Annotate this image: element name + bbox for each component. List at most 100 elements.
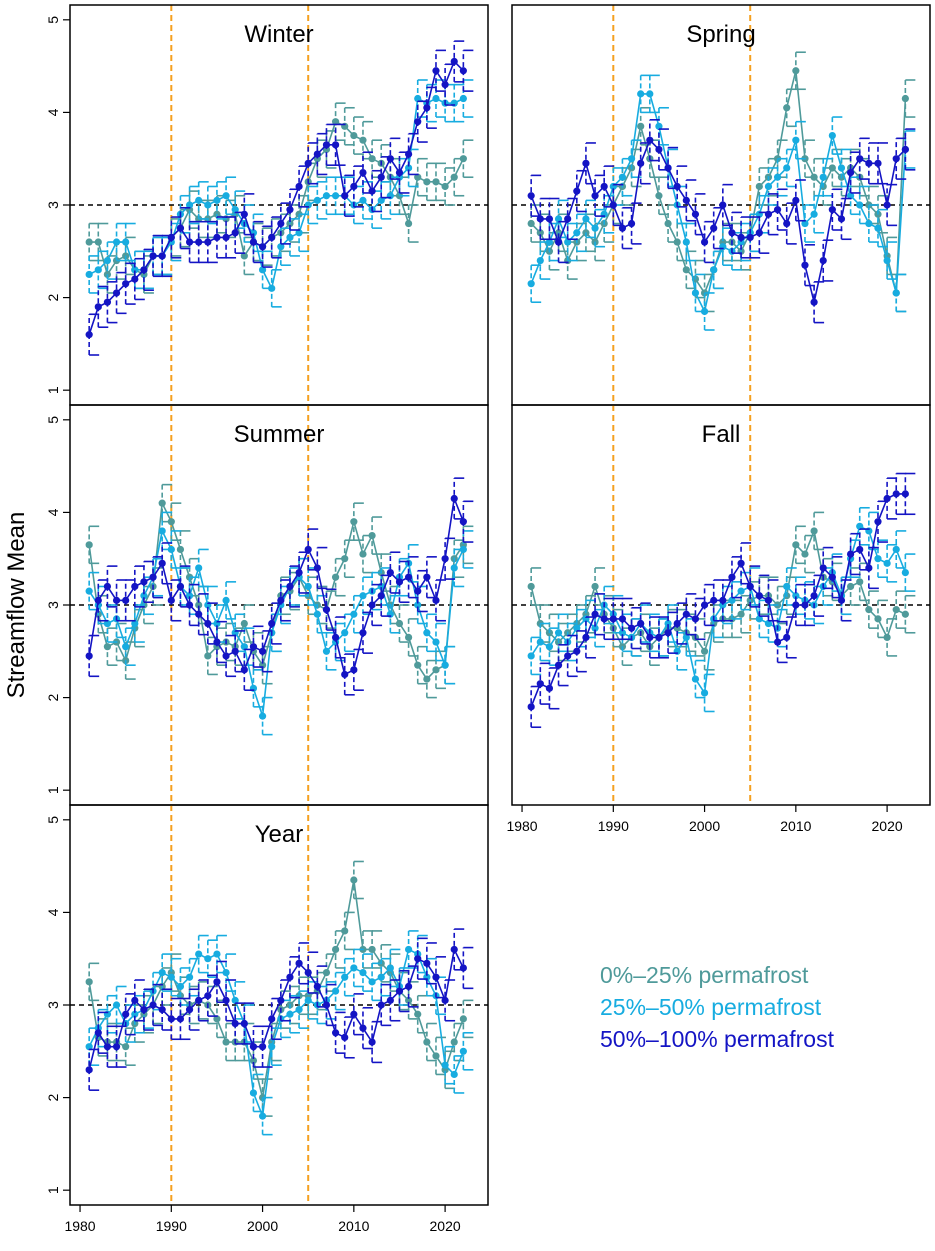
point xyxy=(764,596,773,604)
point xyxy=(377,973,385,981)
point xyxy=(158,968,166,977)
point xyxy=(865,219,873,228)
x-tick-label: 1980 xyxy=(506,818,537,834)
point xyxy=(865,606,873,614)
point xyxy=(746,233,754,242)
point xyxy=(637,122,645,130)
series-line xyxy=(530,138,906,303)
point xyxy=(167,233,175,242)
panel-title: Spring xyxy=(686,21,755,48)
point xyxy=(258,647,267,655)
point xyxy=(801,219,809,228)
point xyxy=(149,573,157,581)
point xyxy=(527,192,535,200)
y-tick-label: 5 xyxy=(45,816,61,824)
point xyxy=(536,215,544,223)
point xyxy=(459,155,467,163)
point xyxy=(450,173,458,181)
point xyxy=(213,638,221,646)
point xyxy=(377,1001,385,1009)
point xyxy=(304,968,312,977)
y-tick-label: 3 xyxy=(45,201,61,209)
point xyxy=(673,238,681,246)
point xyxy=(185,573,194,581)
point xyxy=(710,596,718,604)
point xyxy=(737,587,745,595)
point xyxy=(874,159,882,167)
y-tick-label: 2 xyxy=(45,293,61,301)
point xyxy=(386,155,394,163)
point xyxy=(874,555,882,563)
point xyxy=(231,996,239,1004)
x-tick-label: 1980 xyxy=(64,1218,95,1234)
point xyxy=(304,545,312,554)
point xyxy=(395,619,404,628)
point xyxy=(204,652,212,660)
point xyxy=(737,233,745,242)
point xyxy=(573,647,581,655)
point xyxy=(286,973,294,981)
point xyxy=(414,1010,422,1018)
point xyxy=(185,592,194,600)
point xyxy=(350,518,358,526)
point xyxy=(892,289,900,297)
point xyxy=(258,712,267,720)
point xyxy=(536,256,544,265)
point xyxy=(103,1043,112,1051)
point xyxy=(783,164,791,172)
point xyxy=(414,955,422,963)
point xyxy=(359,168,367,177)
point xyxy=(618,615,627,623)
y-tick-label: 4 xyxy=(45,908,61,916)
point xyxy=(195,610,203,618)
point xyxy=(901,610,909,618)
point xyxy=(404,996,413,1004)
point xyxy=(554,629,563,637)
point xyxy=(331,118,340,126)
point xyxy=(828,164,836,172)
point xyxy=(554,238,563,246)
point xyxy=(368,155,376,163)
point xyxy=(664,619,672,628)
point xyxy=(682,266,690,274)
point xyxy=(700,647,709,655)
point xyxy=(286,1010,294,1018)
point xyxy=(810,298,818,306)
point xyxy=(122,643,130,651)
point xyxy=(222,652,230,660)
point xyxy=(131,619,139,628)
point xyxy=(213,1015,221,1023)
y-tick-label: 1 xyxy=(45,786,61,794)
point xyxy=(350,964,358,972)
point xyxy=(819,564,827,572)
point xyxy=(158,499,166,507)
panel-title: Fall xyxy=(702,421,741,448)
point xyxy=(892,490,900,498)
point xyxy=(313,196,321,204)
point xyxy=(140,266,148,274)
point xyxy=(112,238,121,246)
point xyxy=(819,256,827,265)
point xyxy=(450,945,458,954)
point xyxy=(856,201,864,209)
point xyxy=(404,164,413,172)
point xyxy=(167,596,175,604)
point xyxy=(609,201,617,209)
point xyxy=(268,233,276,242)
point xyxy=(304,159,312,167)
point xyxy=(195,564,203,572)
y-axis-label: Streamflow Mean xyxy=(3,512,30,699)
point xyxy=(131,1010,139,1018)
point xyxy=(112,596,121,604)
point xyxy=(810,173,818,181)
point xyxy=(414,601,422,609)
point xyxy=(195,196,203,204)
point xyxy=(423,573,431,581)
point xyxy=(646,633,654,642)
point xyxy=(773,206,782,214)
point xyxy=(536,680,544,688)
point xyxy=(655,122,663,130)
point xyxy=(846,550,855,558)
point xyxy=(140,1006,148,1014)
point xyxy=(331,141,340,149)
